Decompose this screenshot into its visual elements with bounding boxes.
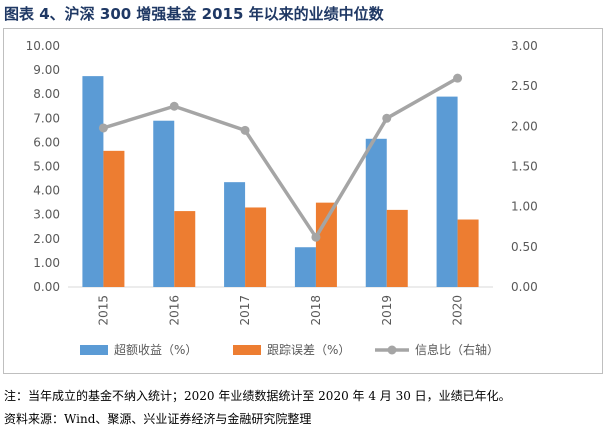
info-ratio-point (240, 125, 250, 135)
x-tick-label: 2016 (167, 295, 181, 326)
y-left-tick-label: 7.00 (33, 111, 60, 125)
chart-frame (3, 28, 603, 374)
y-left-tick-label: 2.00 (33, 232, 60, 246)
y-right-tick-label: 1.00 (511, 200, 538, 214)
bar-tracking-error (457, 219, 479, 287)
bar-tracking-error (103, 150, 125, 287)
legend-swatch (233, 345, 261, 355)
right-axis: 0.00 0.50 1.00 1.50 2.00 2.50 3.00 (511, 39, 538, 294)
left-axis: 0.00 1.00 2.00 3.00 4.00 5.00 6.00 7.00 8.00 9.00… (26, 39, 60, 294)
info-ratio-point (169, 101, 179, 111)
info-ratio-point (311, 232, 321, 242)
y-left-tick-label: 6.00 (33, 135, 60, 149)
y-left-tick-label: 1.00 (33, 256, 60, 270)
y-right-tick-label: 0.00 (511, 280, 538, 294)
chart-note: 注：当年成立的基金不纳入统计；2020 年业绩数据统计至 2020 年 4 月 … (4, 389, 511, 403)
info-ratio-point (453, 73, 463, 83)
info-ratio-line (102, 76, 459, 239)
x-tick-label: 2019 (380, 295, 394, 326)
chart-source: 资料来源：Wind、聚源、兴业证券经济与金融研究院整理 (4, 412, 312, 426)
x-tick-label: 2020 (451, 295, 465, 326)
info-ratio-point (98, 123, 108, 133)
bar-tracking-error (245, 207, 267, 287)
x-axis-labels: 2015 2016 2017 2018 2019 2020 (96, 295, 464, 326)
x-tick-label: 2017 (238, 295, 252, 326)
figure-title: 图表 4、沪深 300 增强基金 2015 年以来的业绩中位数 (4, 5, 384, 23)
bar-excess-return (224, 182, 246, 287)
bar-excess-return (82, 76, 104, 287)
bar-tracking-error (315, 202, 337, 287)
y-left-tick-label: 8.00 (33, 87, 60, 101)
combo-chart: 0.00 1.00 2.00 3.00 4.00 5.00 6.00 7.00 8.00 9.00… (26, 39, 538, 357)
y-left-tick-label: 4.00 (33, 184, 60, 198)
y-left-tick-label: 3.00 (33, 208, 60, 222)
y-right-tick-label: 0.50 (511, 240, 538, 254)
x-tick-label: 2018 (309, 295, 323, 326)
y-left-tick-label: 10.00 (26, 39, 60, 53)
bar-excess-return (153, 120, 175, 288)
line-series (98, 73, 463, 242)
bar-tracking-error (386, 209, 408, 287)
y-left-tick-label: 9.00 (33, 63, 60, 77)
bar-series (82, 76, 479, 288)
bar-tracking-error (174, 211, 196, 287)
bar-excess-return (436, 96, 458, 287)
y-left-tick-label: 5.00 (33, 160, 60, 174)
legend: 超额收益（%） 跟踪误差（%） 信息比（右轴） (80, 342, 499, 357)
y-right-tick-label: 3.00 (511, 39, 538, 53)
bar-excess-return (294, 247, 316, 287)
bar-excess-return (365, 138, 387, 287)
info-ratio-point (382, 113, 392, 123)
legend-label: 信息比（右轴） (415, 342, 499, 357)
y-left-tick-label: 0.00 (33, 280, 60, 294)
y-right-tick-label: 2.50 (511, 79, 538, 93)
legend-label: 超额收益（%） (114, 342, 197, 357)
legend-marker (387, 345, 397, 355)
legend-label: 跟踪误差（%） (267, 343, 350, 357)
y-right-tick-label: 2.00 (511, 119, 538, 133)
x-tick-label: 2015 (96, 295, 110, 326)
y-right-tick-label: 1.50 (511, 160, 538, 174)
legend-swatch (80, 345, 108, 355)
